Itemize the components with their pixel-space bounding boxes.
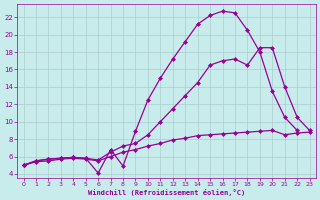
X-axis label: Windchill (Refroidissement éolien,°C): Windchill (Refroidissement éolien,°C)	[88, 189, 245, 196]
